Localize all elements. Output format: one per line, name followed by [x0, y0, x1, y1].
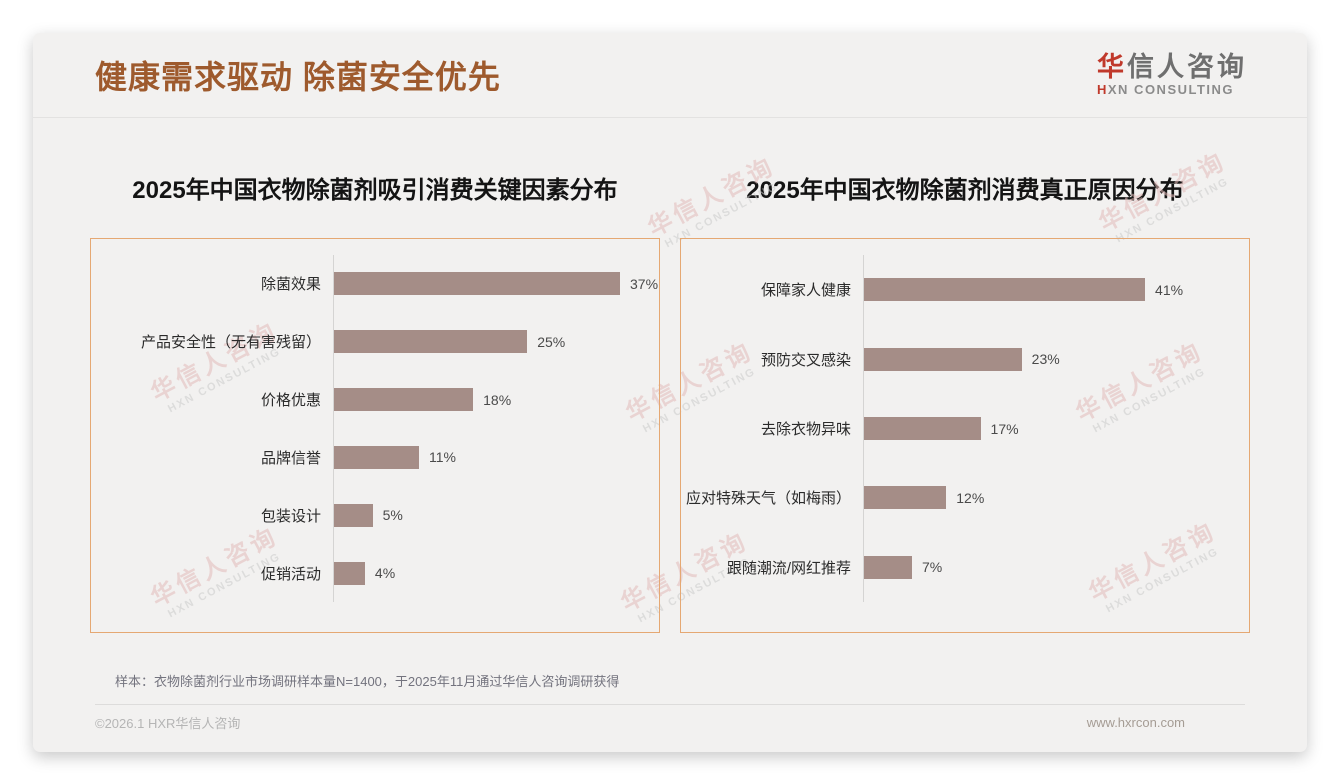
website-text: www.hxrcon.com: [1086, 715, 1185, 730]
bar-area: 11%: [333, 428, 659, 487]
right-bar-chart: 保障家人健康 41% 预防交叉感染 23% 去除衣物异味 17% 应对特殊天气（如梅雨） 12…: [680, 238, 1250, 633]
bar-row: 包装设计 5%: [91, 486, 659, 545]
bar-row: 跟随潮流/网红推荐 7%: [681, 532, 1249, 603]
value-label: 5%: [382, 507, 403, 524]
category-label: 预防交叉感染: [760, 351, 851, 369]
bar-area: 25%: [333, 312, 659, 371]
bar: [864, 417, 981, 441]
bar-row: 价格优惠 18%: [91, 370, 659, 429]
category-label: 促销活动: [260, 565, 321, 583]
value-label: 17%: [990, 420, 1019, 437]
bar: [334, 445, 420, 469]
bar: [334, 330, 528, 354]
bar-area: 23%: [863, 324, 1249, 394]
category-label: 产品安全性（无有害残留）: [140, 334, 321, 352]
bar: [864, 486, 947, 510]
brand-name-rest: 信人咨询: [1127, 51, 1247, 82]
bar: [864, 555, 912, 579]
bar-row: 预防交叉感染 23%: [681, 324, 1249, 394]
charts-area: 除菌效果 37% 产品安全性（无有害残留） 25% 价格优惠 18% 品牌信誉 11% 包装设计…: [33, 238, 1307, 633]
chart-titles-row: 2025年中国衣物除菌剂吸引消费关键因素分布 2025年中国衣物除菌剂消费真正原…: [33, 170, 1307, 205]
bar: [334, 388, 474, 412]
left-chart-title: 2025年中国衣物除菌剂吸引消费关键因素分布: [132, 177, 618, 204]
header: 健康需求驱动 除菌安全优先 华信人咨询 HXN CONSULTING: [33, 33, 1307, 118]
brand-logo: 华信人咨询 HXN CONSULTING: [1097, 51, 1247, 98]
bar: [334, 561, 365, 585]
bar-area: 17%: [863, 393, 1249, 464]
bar-area: 4%: [333, 544, 659, 602]
slide-card: 健康需求驱动 除菌安全优先 华信人咨询 HXN CONSULTING 2025年…: [33, 33, 1307, 752]
bar-area: 7%: [863, 532, 1249, 603]
bar-area: 18%: [333, 370, 659, 429]
value-label: 7%: [921, 559, 943, 576]
value-label: 12%: [956, 489, 985, 506]
bar-row: 品牌信誉 11%: [91, 428, 659, 487]
copyright-text: ©2026.1 HXR华信人咨询: [95, 716, 241, 731]
brand-name-en: HXN CONSULTING: [1097, 83, 1247, 97]
brand-name-cn: 华信人咨询: [1097, 51, 1247, 83]
bar: [334, 503, 373, 527]
bar-area: 37%: [333, 255, 659, 313]
value-label: 11%: [429, 449, 456, 466]
category-label: 应对特殊天气（如梅雨）: [685, 490, 851, 508]
value-label: 25%: [537, 333, 566, 350]
value-label: 37%: [630, 275, 659, 292]
value-label: 23%: [1031, 351, 1060, 368]
brand-sub-accent: H: [1097, 82, 1108, 98]
category-label: 包装设计: [260, 507, 321, 525]
bar-row: 产品安全性（无有害残留） 25%: [91, 312, 659, 371]
right-chart-title: 2025年中国衣物除菌剂消费真正原因分布: [746, 177, 1184, 204]
brand-sub-rest: XN CONSULTING: [1107, 82, 1235, 98]
value-label: 18%: [483, 391, 512, 408]
category-label: 保障家人健康: [760, 282, 851, 300]
category-label: 跟随潮流/网红推荐: [726, 559, 851, 577]
category-label: 价格优惠: [260, 392, 321, 410]
category-label: 品牌信誉: [260, 449, 321, 467]
category-label: 去除衣物异味: [760, 421, 851, 439]
bar-row: 应对特殊天气（如梅雨） 12%: [681, 463, 1249, 533]
value-label: 4%: [374, 565, 396, 582]
bar-area: 12%: [863, 463, 1249, 533]
bar-row: 促销活动 4%: [91, 544, 659, 602]
page-title: 健康需求驱动 除菌安全优先: [95, 59, 501, 95]
bottom-bar: ©2026.1 HXR华信人咨询 www.hxrcon.com: [95, 704, 1245, 732]
bar-area: 5%: [333, 486, 659, 545]
bar-area: 41%: [863, 255, 1249, 325]
bar-row: 去除衣物异味 17%: [681, 393, 1249, 464]
bar-row: 保障家人健康 41%: [681, 255, 1249, 325]
brand-name-accent: 华: [1097, 51, 1127, 82]
left-bar-chart: 除菌效果 37% 产品安全性（无有害残留） 25% 价格优惠 18% 品牌信誉 11% 包装设计…: [90, 238, 660, 633]
bar: [334, 272, 620, 296]
category-label: 除菌效果: [260, 276, 321, 294]
bar: [864, 278, 1146, 302]
sample-footnote: 样本：衣物除菌剂行业市场调研样本量N=1400，于2025年11月通过华信人咨询…: [115, 674, 620, 689]
bar-row: 除菌效果 37%: [91, 255, 659, 313]
bar: [864, 347, 1022, 371]
value-label: 41%: [1155, 281, 1184, 298]
